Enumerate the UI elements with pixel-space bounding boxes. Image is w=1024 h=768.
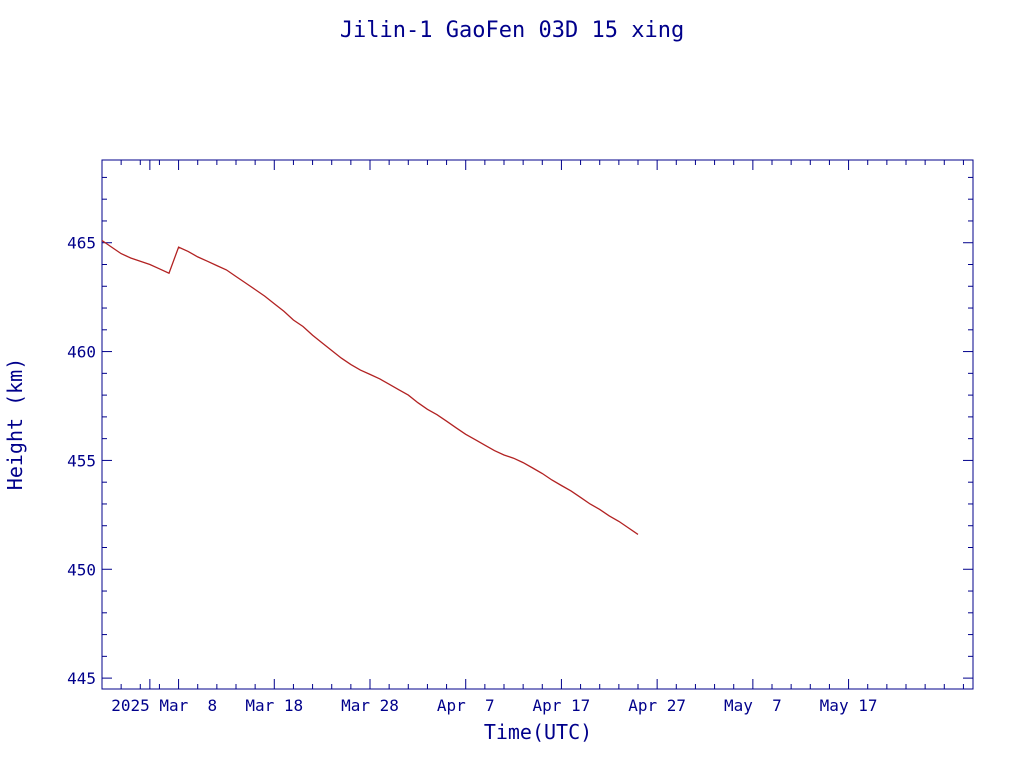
x-tick-label: May 17 bbox=[820, 696, 878, 715]
series-line-height bbox=[101, 239, 639, 535]
plot-frame bbox=[101, 159, 974, 690]
x-axis-label: Time(UTC) bbox=[484, 720, 592, 744]
x-axis-tick-labels: 2025 Mar 8 Mar 18 Mar 28 Apr 7 Apr 17 Apr 27 M… bbox=[111, 696, 877, 715]
x-tick-label: Apr 7 bbox=[437, 696, 495, 715]
y-tick-label: 460 bbox=[67, 343, 96, 362]
y-tick-label: 455 bbox=[67, 451, 96, 470]
y-tick-label: 445 bbox=[67, 669, 96, 688]
x-axis-ticks bbox=[101, 160, 964, 689]
y-tick-label: 465 bbox=[67, 234, 96, 253]
y-axis-ticks bbox=[102, 176, 973, 679]
series-layer bbox=[101, 239, 639, 535]
y-axis-tick-labels: 445 450 455 460 465 bbox=[67, 234, 96, 688]
x-tick-label: Mar 28 bbox=[341, 696, 399, 715]
x-tick-label: 2025 Mar 8 bbox=[111, 696, 217, 715]
x-tick-label: Apr 17 bbox=[533, 696, 591, 715]
y-tick-label: 450 bbox=[67, 560, 96, 579]
y-axis-label: Height (km) bbox=[3, 358, 27, 490]
chart-title: Jilin-1 GaoFen 03D 15 xing bbox=[340, 18, 684, 43]
x-tick-label: Mar 18 bbox=[245, 696, 303, 715]
x-tick-label: May 7 bbox=[724, 696, 782, 715]
x-tick-label: Apr 27 bbox=[628, 696, 686, 715]
